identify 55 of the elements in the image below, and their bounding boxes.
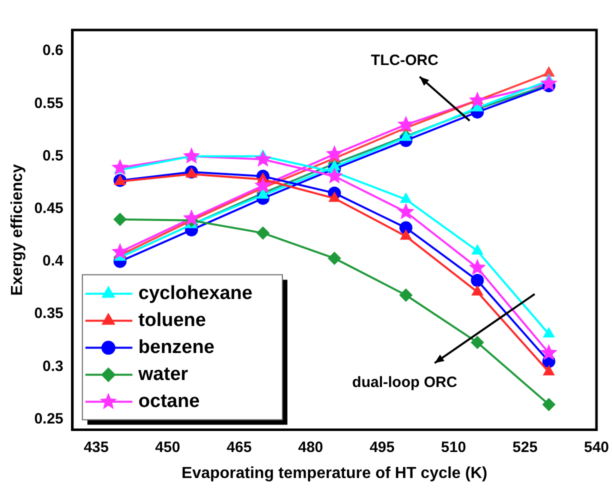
legend-label: water xyxy=(137,364,189,386)
y-tick-label: 0.55 xyxy=(34,94,64,112)
point xyxy=(326,167,343,184)
point xyxy=(472,244,484,254)
legend-label: octane xyxy=(138,391,200,412)
y-tick-label: 0.6 xyxy=(42,42,64,60)
point xyxy=(328,252,341,265)
point xyxy=(400,230,412,240)
point xyxy=(542,398,556,412)
point xyxy=(254,176,272,193)
point xyxy=(540,74,558,91)
y-tick-label: 0.25 xyxy=(34,410,64,428)
point xyxy=(257,188,269,199)
y-tick-label: 0.45 xyxy=(34,200,64,217)
y-tick-label: 0.35 xyxy=(34,305,64,322)
point xyxy=(256,226,270,240)
point xyxy=(468,258,486,276)
legend-label: benzene xyxy=(138,337,214,358)
point xyxy=(540,344,558,360)
point xyxy=(468,91,486,108)
y-tick-label: 0.5 xyxy=(42,147,64,164)
point xyxy=(182,147,200,164)
x-tick-label: 435 xyxy=(84,438,109,456)
point xyxy=(182,209,200,226)
y-tick-label: 0.4 xyxy=(42,252,64,270)
point xyxy=(397,116,414,132)
legend-label: cyclohexane xyxy=(138,283,252,304)
x-tick-label: 450 xyxy=(155,438,180,456)
point xyxy=(399,288,412,302)
point xyxy=(543,365,555,376)
x-tick-label: 540 xyxy=(584,438,609,456)
point xyxy=(472,285,484,296)
point xyxy=(400,192,412,203)
x-tick-label: 480 xyxy=(298,438,324,456)
x-axis-title: Evaporating temperature of HT cycle (K) xyxy=(182,464,488,482)
point xyxy=(470,274,484,287)
point xyxy=(543,328,555,338)
point xyxy=(111,158,129,176)
x-tick-label: 465 xyxy=(226,438,252,456)
annotation: dual-loop ORC xyxy=(352,374,458,392)
y-tick-label: 0.3 xyxy=(42,358,64,375)
point xyxy=(397,203,414,220)
point xyxy=(470,336,484,349)
y-axis-title: Exergy efficiency xyxy=(9,164,26,296)
legend-label: toluene xyxy=(138,310,206,332)
point xyxy=(326,145,343,162)
x-tick-label: 525 xyxy=(512,438,538,456)
point xyxy=(114,212,127,226)
point xyxy=(254,150,272,167)
x-tick-label: 495 xyxy=(370,438,395,456)
x-tick-label: 510 xyxy=(441,438,466,456)
annotation: TLC-ORC xyxy=(370,52,439,69)
point xyxy=(543,66,555,77)
point xyxy=(111,242,129,260)
point xyxy=(328,192,340,202)
